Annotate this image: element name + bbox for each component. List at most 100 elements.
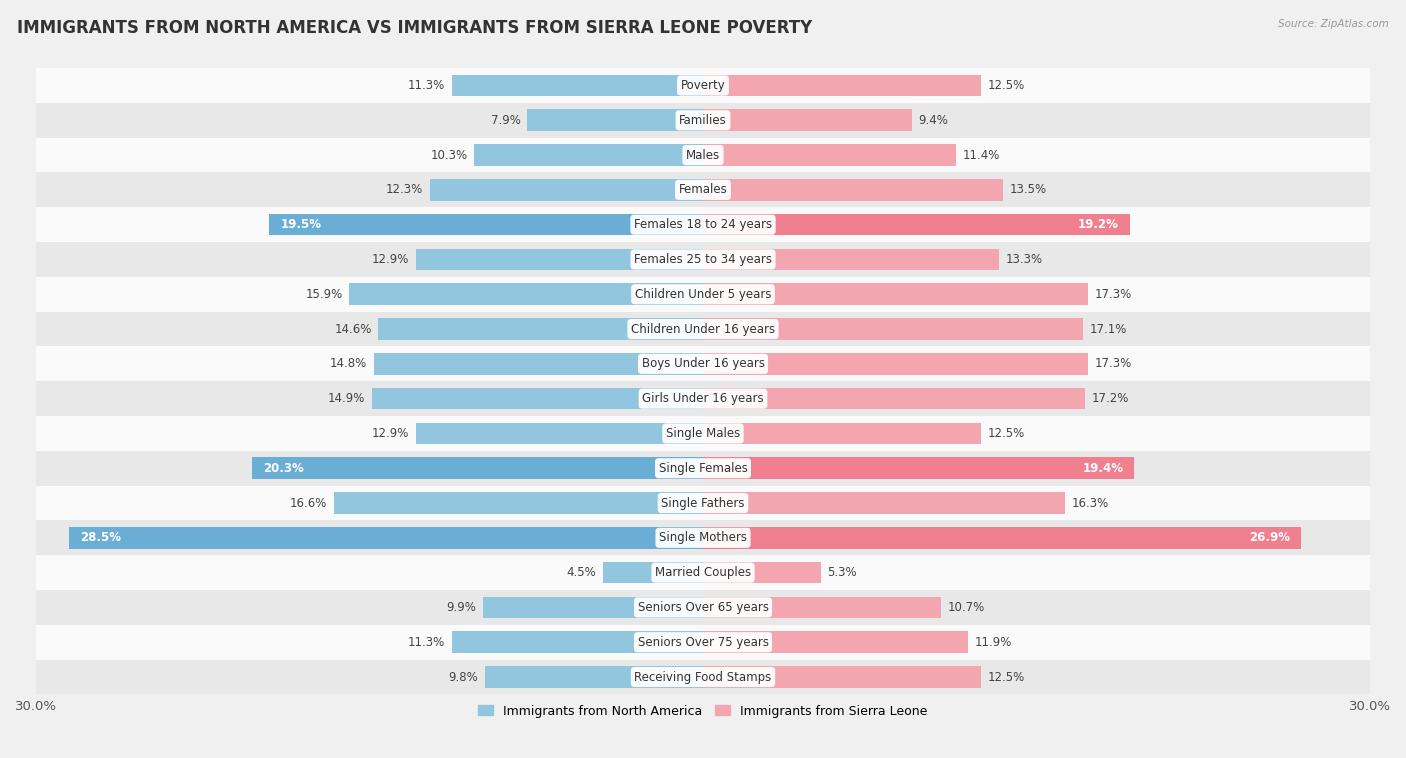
Bar (451, 631, 703, 653)
Text: Seniors Over 65 years: Seniors Over 65 years (637, 601, 769, 614)
Text: 9.8%: 9.8% (449, 671, 478, 684)
Bar (703, 353, 1088, 374)
Text: Females 18 to 24 years: Females 18 to 24 years (634, 218, 772, 231)
Text: Children Under 5 years: Children Under 5 years (634, 288, 772, 301)
Bar (451, 75, 703, 96)
Text: 17.2%: 17.2% (1092, 392, 1129, 405)
Text: 7.9%: 7.9% (491, 114, 520, 127)
Text: Females: Females (679, 183, 727, 196)
Bar (37, 68, 1369, 103)
Bar (37, 346, 1369, 381)
Bar (603, 562, 703, 584)
Bar (416, 423, 703, 444)
Text: 11.4%: 11.4% (963, 149, 1001, 161)
Bar (37, 625, 1369, 659)
Text: Single Fathers: Single Fathers (661, 496, 745, 509)
Text: Males: Males (686, 149, 720, 161)
Text: 19.2%: 19.2% (1078, 218, 1119, 231)
Bar (416, 249, 703, 271)
Text: Single Mothers: Single Mothers (659, 531, 747, 544)
Text: Receiving Food Stamps: Receiving Food Stamps (634, 671, 772, 684)
Text: 12.5%: 12.5% (987, 427, 1025, 440)
Bar (350, 283, 703, 305)
Text: 16.6%: 16.6% (290, 496, 328, 509)
Text: 19.5%: 19.5% (281, 218, 322, 231)
Text: Poverty: Poverty (681, 79, 725, 92)
Bar (703, 249, 998, 271)
Bar (37, 659, 1369, 694)
Text: Boys Under 16 years: Boys Under 16 years (641, 357, 765, 371)
Text: 14.8%: 14.8% (330, 357, 367, 371)
Text: 10.7%: 10.7% (948, 601, 984, 614)
Text: 13.3%: 13.3% (1005, 253, 1042, 266)
Bar (37, 381, 1369, 416)
Bar (703, 283, 1088, 305)
Text: 10.3%: 10.3% (430, 149, 467, 161)
Bar (703, 562, 821, 584)
Text: 9.9%: 9.9% (446, 601, 477, 614)
Bar (703, 214, 1130, 236)
Bar (37, 242, 1369, 277)
Bar (703, 597, 941, 619)
Bar (703, 179, 1002, 201)
Bar (703, 75, 981, 96)
Bar (527, 109, 703, 131)
Bar (37, 173, 1369, 207)
Bar (252, 457, 703, 479)
Bar (37, 486, 1369, 521)
Bar (37, 207, 1369, 242)
Bar (703, 144, 956, 166)
Bar (482, 597, 703, 619)
Bar (371, 388, 703, 409)
Text: IMMIGRANTS FROM NORTH AMERICA VS IMMIGRANTS FROM SIERRA LEONE POVERTY: IMMIGRANTS FROM NORTH AMERICA VS IMMIGRA… (17, 19, 813, 37)
Text: 12.5%: 12.5% (987, 79, 1025, 92)
Text: Girls Under 16 years: Girls Under 16 years (643, 392, 763, 405)
Text: 16.3%: 16.3% (1071, 496, 1109, 509)
Text: 12.9%: 12.9% (373, 253, 409, 266)
Text: Families: Families (679, 114, 727, 127)
Text: 28.5%: 28.5% (80, 531, 121, 544)
Bar (37, 521, 1369, 555)
Text: 12.5%: 12.5% (987, 671, 1025, 684)
Text: Source: ZipAtlas.com: Source: ZipAtlas.com (1278, 19, 1389, 29)
Text: 9.4%: 9.4% (918, 114, 949, 127)
Text: 13.5%: 13.5% (1010, 183, 1047, 196)
Text: 12.9%: 12.9% (373, 427, 409, 440)
Text: 5.3%: 5.3% (828, 566, 858, 579)
Bar (429, 179, 703, 201)
Bar (703, 527, 1301, 549)
Text: 17.3%: 17.3% (1094, 357, 1132, 371)
Bar (485, 666, 703, 688)
Text: Single Females: Single Females (658, 462, 748, 475)
Text: 20.3%: 20.3% (263, 462, 304, 475)
Text: Seniors Over 75 years: Seniors Over 75 years (637, 636, 769, 649)
Text: 4.5%: 4.5% (567, 566, 596, 579)
Legend: Immigrants from North America, Immigrants from Sierra Leone: Immigrants from North America, Immigrant… (474, 700, 932, 722)
Text: Married Couples: Married Couples (655, 566, 751, 579)
Text: Females 25 to 34 years: Females 25 to 34 years (634, 253, 772, 266)
Bar (37, 138, 1369, 173)
Bar (374, 353, 703, 374)
Bar (37, 451, 1369, 486)
Text: 19.4%: 19.4% (1083, 462, 1123, 475)
Bar (37, 590, 1369, 625)
Text: 17.3%: 17.3% (1094, 288, 1132, 301)
Bar (703, 631, 967, 653)
Text: 11.3%: 11.3% (408, 79, 446, 92)
Bar (703, 492, 1066, 514)
Text: 14.6%: 14.6% (335, 323, 371, 336)
Bar (703, 318, 1083, 340)
Bar (474, 144, 703, 166)
Bar (335, 492, 703, 514)
Bar (703, 457, 1135, 479)
Bar (703, 109, 912, 131)
Bar (703, 666, 981, 688)
Bar (37, 312, 1369, 346)
Bar (37, 277, 1369, 312)
Text: 15.9%: 15.9% (305, 288, 343, 301)
Bar (703, 423, 981, 444)
Text: Single Males: Single Males (666, 427, 740, 440)
Text: 12.3%: 12.3% (385, 183, 423, 196)
Bar (270, 214, 703, 236)
Bar (37, 103, 1369, 138)
